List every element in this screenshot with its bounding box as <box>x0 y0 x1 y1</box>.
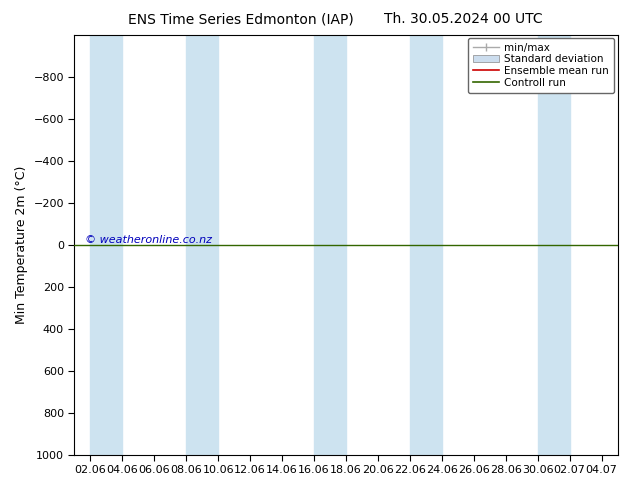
Bar <box>314 35 346 455</box>
Bar <box>91 35 122 455</box>
Bar <box>186 35 218 455</box>
Y-axis label: Min Temperature 2m (°C): Min Temperature 2m (°C) <box>15 166 28 324</box>
Text: ENS Time Series Edmonton (IAP): ENS Time Series Edmonton (IAP) <box>128 12 354 26</box>
Legend: min/max, Standard deviation, Ensemble mean run, Controll run: min/max, Standard deviation, Ensemble me… <box>468 38 614 93</box>
Bar <box>538 35 569 455</box>
Bar <box>410 35 442 455</box>
Text: Th. 30.05.2024 00 UTC: Th. 30.05.2024 00 UTC <box>384 12 542 26</box>
Text: © weatheronline.co.nz: © weatheronline.co.nz <box>86 235 212 245</box>
